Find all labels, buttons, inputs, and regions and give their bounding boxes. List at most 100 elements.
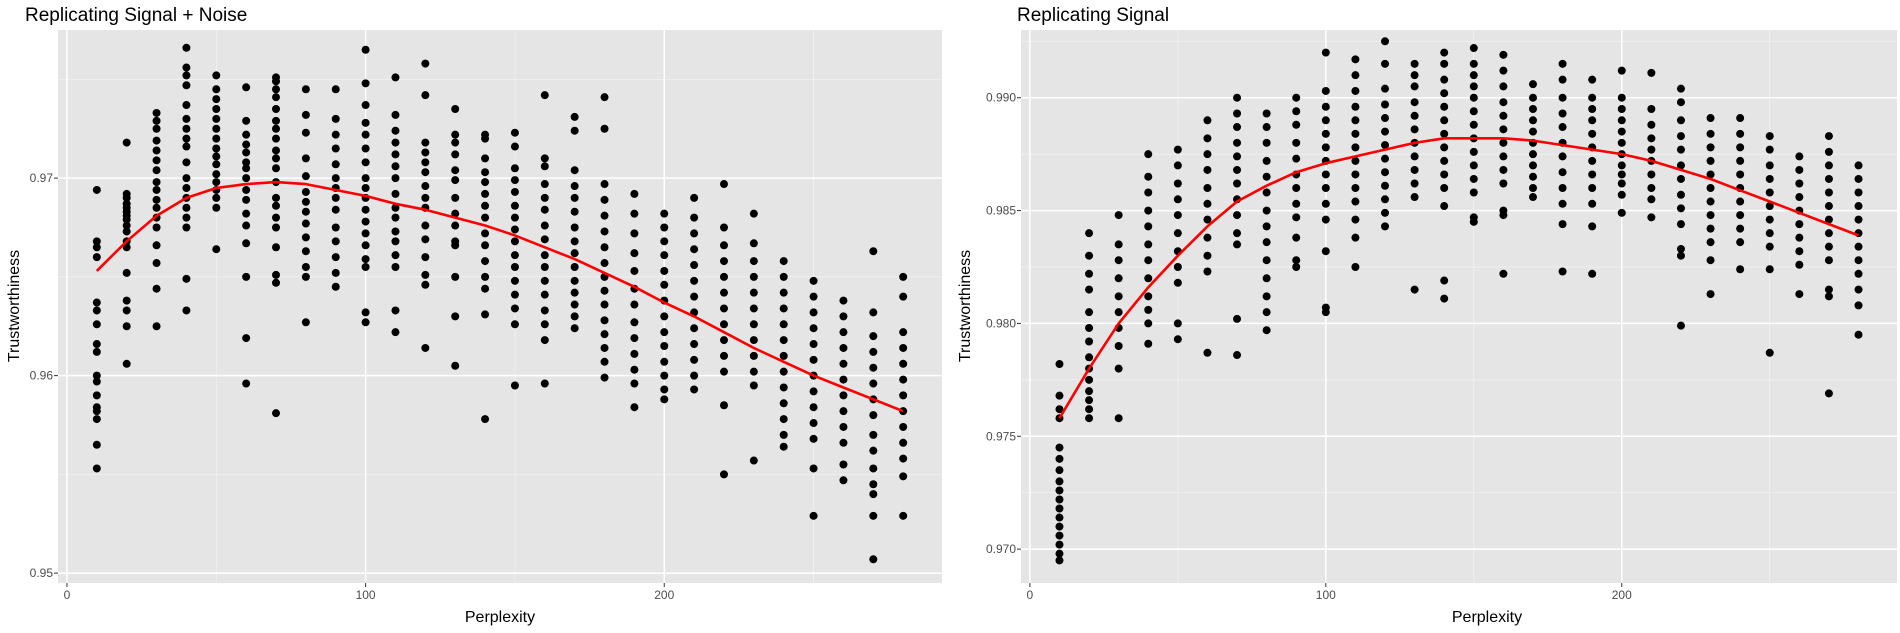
data-point <box>540 193 549 202</box>
data-point <box>1528 150 1537 159</box>
data-point <box>1647 213 1656 222</box>
data-point <box>1795 193 1804 202</box>
data-point <box>1647 68 1656 77</box>
data-point <box>719 336 728 345</box>
data-point <box>1854 256 1863 265</box>
data-point <box>481 272 490 281</box>
data-point <box>1469 82 1478 91</box>
data-point <box>869 363 878 372</box>
data-point <box>1558 199 1567 208</box>
data-point <box>122 243 131 252</box>
data-point <box>540 276 549 285</box>
data-point <box>1765 215 1774 224</box>
data-point <box>510 176 519 185</box>
data-point <box>1085 337 1094 346</box>
data-point <box>1676 244 1685 253</box>
data-point <box>749 239 758 248</box>
data-point <box>1114 240 1123 249</box>
data-point <box>899 343 908 352</box>
data-point <box>1144 305 1153 314</box>
data-point <box>122 359 131 368</box>
data-point <box>212 105 221 113</box>
data-point <box>391 227 400 236</box>
data-point <box>1085 251 1094 260</box>
data-point <box>242 116 251 125</box>
chart-title: Replicating Signal <box>1017 5 1169 26</box>
data-point <box>1588 184 1597 192</box>
data-point <box>1440 89 1449 98</box>
data-point <box>1736 265 1745 274</box>
data-point <box>391 203 400 212</box>
data-point <box>1321 129 1330 138</box>
data-point <box>1499 111 1508 120</box>
data-point <box>1321 184 1330 192</box>
data-point <box>839 375 848 384</box>
data-point <box>869 446 878 455</box>
data-point <box>1055 522 1064 531</box>
data-point <box>1055 549 1064 558</box>
data-point <box>1588 170 1597 179</box>
data-point <box>1588 93 1597 102</box>
data-point <box>660 280 669 289</box>
data-point <box>272 270 281 279</box>
data-point <box>1676 174 1685 183</box>
data-point <box>1617 66 1626 75</box>
data-point <box>1824 215 1833 224</box>
data-point <box>1440 116 1449 125</box>
data-point <box>122 138 131 147</box>
data-point <box>570 223 579 232</box>
data-point <box>301 318 310 327</box>
data-point <box>1824 132 1833 141</box>
data-point <box>600 211 609 220</box>
data-point <box>92 253 101 262</box>
data-point <box>361 318 370 327</box>
data-point <box>1676 161 1685 170</box>
data-point <box>1351 129 1360 138</box>
data-point <box>809 464 818 473</box>
data-point <box>242 148 251 157</box>
data-point <box>839 438 848 447</box>
y-tick-label: 0.975 <box>986 429 1016 443</box>
data-point <box>1558 75 1567 84</box>
data-point <box>1292 233 1301 242</box>
data-point <box>570 112 579 121</box>
data-point <box>510 142 519 151</box>
data-point <box>242 272 251 281</box>
x-tick-label: 200 <box>654 588 674 602</box>
data-point <box>391 306 400 315</box>
data-point <box>1558 184 1567 192</box>
data-point <box>1469 93 1478 102</box>
data-point <box>1144 206 1153 215</box>
data-point <box>570 237 579 246</box>
data-point <box>779 351 788 360</box>
data-point <box>660 237 669 246</box>
data-point <box>540 336 549 345</box>
data-point <box>1292 263 1301 271</box>
data-point <box>1055 540 1064 549</box>
data-point <box>540 162 549 171</box>
data-point <box>1055 477 1064 486</box>
data-point <box>1381 59 1390 68</box>
data-point <box>510 263 519 271</box>
data-point <box>451 193 460 202</box>
data-point <box>152 185 161 194</box>
data-point <box>899 272 908 281</box>
data-point <box>122 268 131 277</box>
data-point <box>510 213 519 222</box>
data-point <box>510 251 519 260</box>
data-point <box>1321 116 1330 125</box>
data-point <box>1144 274 1153 283</box>
data-point <box>540 290 549 299</box>
data-point <box>1440 156 1449 165</box>
data-point <box>600 124 609 133</box>
data-point <box>242 83 251 92</box>
data-point <box>660 266 669 275</box>
data-point <box>212 114 221 123</box>
data-point <box>600 357 609 366</box>
data-point <box>1351 170 1360 179</box>
data-point <box>272 124 281 133</box>
data-point <box>869 555 878 564</box>
data-point <box>391 174 400 183</box>
data-point <box>1469 174 1478 183</box>
data-point <box>570 312 579 321</box>
